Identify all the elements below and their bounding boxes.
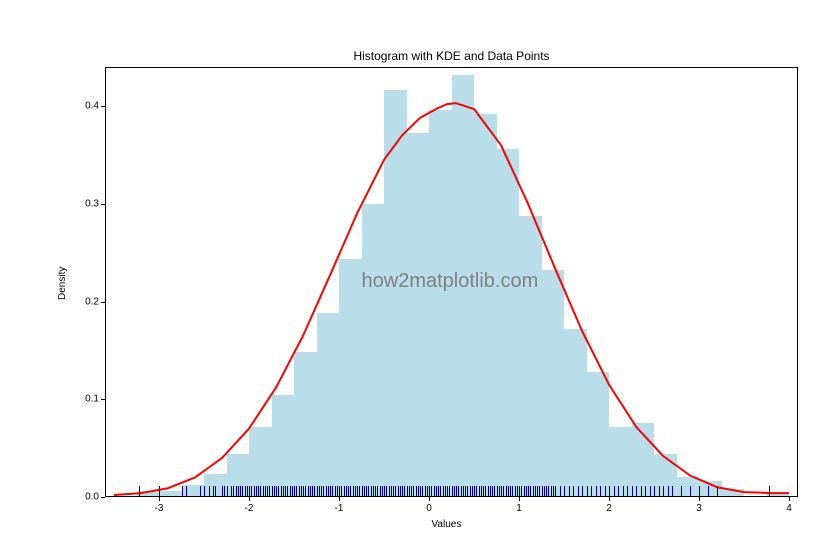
plot-border	[105, 67, 798, 497]
y-tick	[101, 302, 105, 303]
x-tick	[339, 497, 340, 501]
y-tick-label: 0.1	[73, 394, 99, 405]
plot-area: how2matplotlib.com	[105, 67, 798, 497]
chart-title: Histogram with KDE and Data Points	[105, 49, 798, 63]
x-tick	[249, 497, 250, 501]
y-tick-label: 0.0	[73, 492, 99, 503]
y-tick	[101, 106, 105, 107]
x-tick	[609, 497, 610, 501]
y-tick	[101, 204, 105, 205]
x-tick	[699, 497, 700, 501]
x-tick	[429, 497, 430, 501]
y-tick	[101, 399, 105, 400]
x-tick-label: -1	[335, 503, 344, 514]
histogram-figure: Histogram with KDE and Data Points Densi…	[0, 0, 840, 560]
x-tick-label: 3	[696, 503, 702, 514]
x-tick	[159, 497, 160, 501]
x-tick-label: 1	[516, 503, 522, 514]
y-tick-label: 0.4	[73, 101, 99, 112]
y-axis-label: Density	[57, 267, 68, 300]
x-tick-label: -3	[155, 503, 164, 514]
x-tick	[789, 497, 790, 501]
x-tick-label: -2	[245, 503, 254, 514]
x-axis-label: Values	[432, 519, 462, 530]
x-tick-label: 0	[426, 503, 432, 514]
x-tick-label: 4	[786, 503, 792, 514]
y-tick-label: 0.3	[73, 198, 99, 209]
x-tick-label: 2	[606, 503, 612, 514]
y-tick-label: 0.2	[73, 296, 99, 307]
x-tick	[519, 497, 520, 501]
y-tick	[101, 497, 105, 498]
